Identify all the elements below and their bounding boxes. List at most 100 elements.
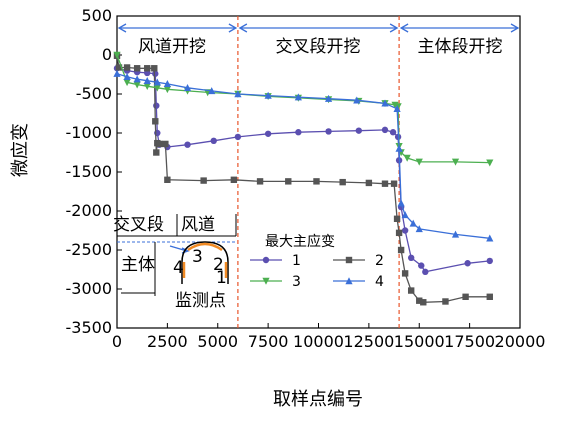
- series-2-point: [381, 180, 389, 187]
- series-2-point: [395, 229, 403, 237]
- series-2-point: [462, 293, 469, 300]
- series-3-point: [163, 86, 171, 94]
- series-1-point: [486, 257, 493, 265]
- x-axis-title: 取样点编号: [273, 389, 363, 410]
- inset-point-2: 2: [213, 255, 224, 275]
- series-1-point: [210, 137, 217, 144]
- series-3-point: [153, 84, 161, 92]
- series-1-point: [325, 128, 332, 135]
- series-3: [113, 51, 494, 167]
- y-tick-label: -2500: [66, 240, 113, 259]
- legend-item-1: 1: [250, 253, 301, 269]
- series-2-point: [390, 180, 398, 187]
- series-4-point: [324, 94, 333, 102]
- inset-point-4: 4: [173, 258, 184, 278]
- series-1-point: [381, 126, 389, 134]
- phase-arrow-head-left: [399, 23, 409, 33]
- series-4-point: [133, 75, 141, 83]
- legend-label: 2: [375, 253, 384, 269]
- x-tick-label: 7500: [248, 332, 289, 351]
- legend-swatch-marker: [262, 277, 270, 285]
- x-axis-ticks: 0 2500 5000 7500 10000 12500 15000 17500 20000: [112, 323, 546, 351]
- series-1-point: [422, 268, 429, 276]
- series-4-point: [208, 87, 216, 95]
- series-4-point: [486, 234, 494, 242]
- series-2-point: [416, 297, 423, 304]
- series-2-point: [420, 299, 427, 306]
- series-2: [113, 52, 493, 306]
- series-1-point: [152, 70, 159, 77]
- phase-label-main-body: 主体段开挖: [418, 37, 503, 57]
- x-tick-label: 17500: [444, 332, 495, 351]
- series-1-point: [184, 141, 191, 148]
- series-2-point: [285, 178, 292, 185]
- series-2-point: [200, 177, 207, 184]
- x-tick-label: 10000: [293, 332, 344, 351]
- legend-items: 1 2 3 4: [250, 253, 384, 290]
- series-2-point: [365, 179, 373, 187]
- inset-caption: 监测点: [175, 291, 226, 311]
- series-4-point: [234, 90, 242, 98]
- series-4-point: [183, 83, 192, 91]
- series-1-point: [389, 129, 397, 136]
- series-2-point: [442, 298, 449, 305]
- phase-arrow-head-right: [389, 23, 399, 33]
- series-4-point: [353, 96, 361, 104]
- y-tick-label: -500: [76, 84, 112, 103]
- series-2-point: [156, 140, 163, 148]
- series-4-point: [153, 78, 161, 86]
- legend-swatch-marker: [262, 256, 270, 264]
- x-tick-label: 12500: [343, 332, 394, 351]
- series-3-point: [451, 158, 460, 166]
- legend-item-2: 2: [333, 253, 384, 269]
- series-4-point: [381, 99, 389, 107]
- x-tick-label: 2500: [147, 332, 188, 351]
- series-4-point: [401, 211, 409, 219]
- plot-frame: [116, 15, 521, 329]
- series-2-point: [123, 64, 131, 71]
- series-4-point: [123, 73, 131, 81]
- inset-label-air-duct: 风道: [181, 215, 215, 235]
- series-1-point: [153, 102, 160, 109]
- x-tick-label: 20000: [495, 332, 546, 351]
- series-4-point: [113, 69, 121, 77]
- series-2-point: [339, 178, 346, 186]
- phase-arrow-head-left: [117, 23, 127, 33]
- series-4-point: [451, 230, 460, 238]
- series-1-point: [264, 130, 272, 137]
- series-4-point: [395, 144, 403, 152]
- x-tick-label: 5000: [197, 332, 238, 351]
- series-2-point: [144, 65, 151, 72]
- series-2-point: [401, 270, 409, 277]
- phase-label-cross-section: 交叉段开挖: [276, 37, 361, 57]
- series-2-point: [256, 178, 264, 185]
- series-4-point: [143, 76, 151, 84]
- series-3-point: [415, 158, 423, 166]
- series-2-point: [313, 178, 320, 185]
- y-tick-label: 500: [81, 6, 112, 25]
- series-layer: [113, 51, 494, 306]
- x-tick-label: 0: [112, 332, 122, 351]
- series-4-point: [393, 105, 401, 113]
- legend-title: 最大主应变: [265, 233, 335, 250]
- legend-label: 1: [292, 253, 301, 269]
- series-3-point: [403, 154, 411, 162]
- series-2-point: [164, 176, 171, 183]
- y-tick-label: -3500: [66, 318, 113, 337]
- legend: 最大主应变 1 2 3 4: [250, 233, 384, 290]
- y-axis-title: 微应变: [10, 123, 31, 177]
- phase-arrow-head-left: [238, 23, 248, 33]
- series-2-point: [397, 246, 405, 254]
- phase-label-air-duct: 风道开挖: [138, 37, 206, 57]
- series-2-point: [407, 287, 415, 294]
- series-3-point: [143, 83, 151, 90]
- series-2-point: [230, 176, 238, 183]
- series-2-point: [115, 64, 123, 71]
- x-tick-label: 15000: [394, 332, 445, 351]
- series-3-point: [486, 159, 494, 167]
- series-1-point: [355, 127, 362, 134]
- series-3-point: [394, 103, 402, 111]
- phase-arrow-head-right: [510, 23, 520, 33]
- series-1-point: [295, 129, 302, 136]
